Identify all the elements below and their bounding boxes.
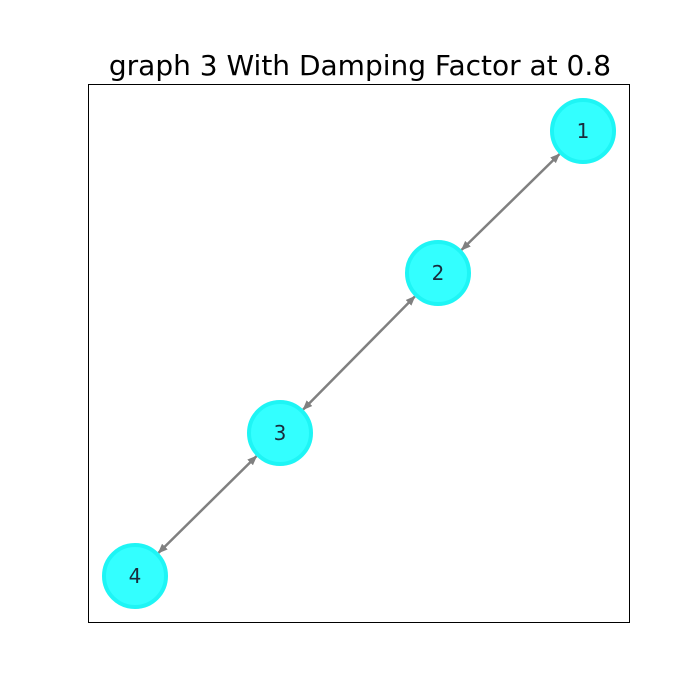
edge-3-4 bbox=[157, 455, 258, 554]
edge-1-2 bbox=[460, 153, 561, 251]
edges-layer bbox=[157, 153, 561, 554]
node-label-1: 1 bbox=[577, 119, 590, 143]
node-3: 3 bbox=[247, 400, 313, 466]
plot-frame bbox=[88, 84, 630, 623]
node-label-2: 2 bbox=[432, 261, 445, 285]
node-circle-3 bbox=[247, 400, 313, 466]
node-circle-2 bbox=[405, 240, 471, 306]
chart-title: graph 3 With Damping Factor at 0.8 bbox=[108, 49, 612, 82]
node-1: 1 bbox=[550, 98, 616, 164]
node-4: 4 bbox=[102, 543, 168, 609]
node-circle-1 bbox=[550, 98, 616, 164]
node-label-3: 3 bbox=[274, 421, 287, 445]
node-2: 2 bbox=[405, 240, 471, 306]
node-label-4: 4 bbox=[129, 564, 142, 588]
nodes-layer: 1 2 3 4 bbox=[102, 98, 616, 609]
edge-2-3 bbox=[302, 295, 416, 411]
node-circle-4 bbox=[102, 543, 168, 609]
